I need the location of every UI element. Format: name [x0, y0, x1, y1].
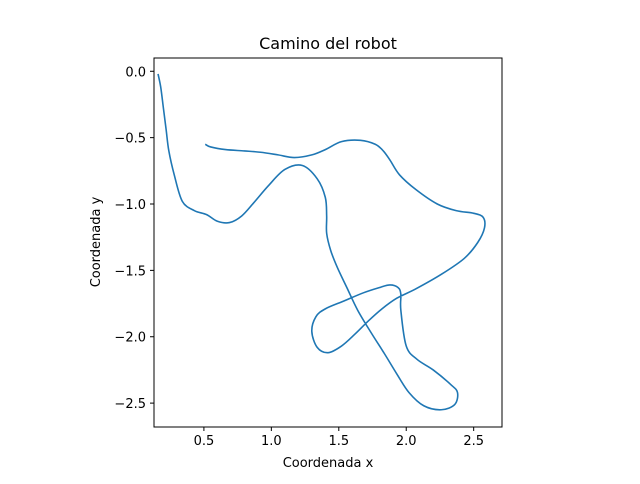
y-tick-label: 0.0: [125, 65, 146, 80]
x-tick-label: 2.0: [396, 434, 417, 449]
chart-title: Camino del robot: [259, 34, 397, 53]
x-tick-label: 0.5: [194, 434, 215, 449]
y-tick-label: −2.5: [114, 397, 146, 412]
ticks: 0.5 1.0 1.5 2.0 2.5 0.0 −0.5 −1.0 −1.5 −2.0 −2.5: [114, 65, 484, 449]
plot-frame: [153, 57, 503, 428]
y-tick-label: −1.0: [114, 198, 146, 213]
y-tick-label: −0.5: [114, 132, 146, 147]
x-tick-label: 1.5: [328, 434, 349, 449]
x-axis-label: Coordenada x: [283, 456, 374, 471]
y-tick-label: −1.5: [114, 264, 146, 279]
x-tick-label: 2.5: [463, 434, 484, 449]
y-tick-label: −2.0: [114, 331, 146, 346]
x-tick-label: 1.0: [261, 434, 282, 449]
robot-path-line: [157, 73, 486, 411]
series-group: [157, 73, 486, 411]
y-axis-label: Coordenada y: [89, 196, 104, 287]
